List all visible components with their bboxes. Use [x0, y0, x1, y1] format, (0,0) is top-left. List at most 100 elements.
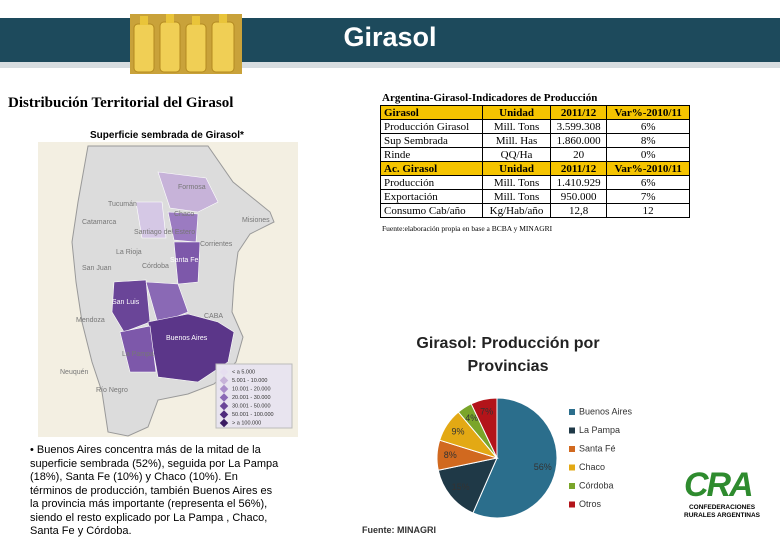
- slice-label: 15%: [452, 482, 470, 492]
- province-label: San Juan: [82, 265, 112, 272]
- table-cell: 2011/12: [549, 161, 608, 176]
- table-cell: Exportación: [379, 189, 484, 204]
- table-cell: Unidad: [482, 161, 551, 176]
- table-cell: 1.860.000: [549, 133, 608, 148]
- slice-label: 4%: [465, 413, 478, 423]
- province-label: San Luis: [112, 299, 140, 306]
- table-cell: 12: [606, 203, 690, 218]
- table-cell: 1.410.929: [549, 175, 608, 190]
- map: Formosa Tucumán Chaco Catamarca Santiago…: [38, 142, 298, 437]
- legend-label: 10.001 - 20.000: [232, 386, 271, 392]
- pie-slice: [472, 397, 558, 519]
- table-cell: 2011/12: [549, 105, 608, 120]
- province-label: Córdoba: [142, 263, 169, 270]
- slice-label: 7%: [480, 407, 493, 417]
- table-cell: Producción: [379, 175, 484, 190]
- table-cell: 20: [549, 147, 608, 162]
- table-cell: Rinde: [379, 147, 484, 162]
- table-cell: Ac. Girasol: [379, 161, 484, 176]
- map-title: Superficie sembrada de Girasol*: [90, 130, 244, 141]
- province-label: Mendoza: [76, 317, 105, 324]
- legend-swatch: [219, 367, 229, 377]
- pie-slice: [439, 411, 499, 459]
- legend-swatch: [219, 401, 229, 411]
- table-cell: Sup Sembrada: [379, 133, 484, 148]
- province-label: Formosa: [178, 184, 206, 191]
- pie-source: Fuente: MINAGRI: [362, 525, 436, 535]
- pie-title: Girasol: Producción por Provincias: [416, 335, 600, 375]
- page-title: Girasol: [343, 22, 437, 52]
- legend-swatch: [569, 446, 575, 452]
- table-header-row: Girasol Unidad 2011/12 Var%-2010/11: [379, 105, 690, 120]
- province-label: Santa Fe: [170, 257, 199, 264]
- pie-slice: [436, 439, 499, 471]
- legend-label: Córdoba: [579, 480, 614, 490]
- legend-swatch: [569, 427, 575, 434]
- province-label: Chaco: [174, 211, 194, 218]
- table-cell: Girasol: [379, 105, 484, 120]
- logo-text: CONFEDERACIONES RURALES ARGENTINAS: [684, 504, 760, 519]
- logo-mark: CRA: [684, 466, 754, 504]
- table-cell: Mill. Tons: [482, 119, 551, 134]
- pie-slice: [470, 397, 498, 459]
- legend-swatch: [569, 483, 575, 489]
- header-shadow: [0, 62, 780, 68]
- slice-label: 9%: [452, 426, 465, 436]
- province-label: Neuquén: [60, 369, 89, 376]
- description: • Buenos Aires concentra más de la mitad…: [30, 444, 279, 537]
- table-cell: Unidad: [482, 105, 551, 120]
- table-cell: Producción Girasol: [379, 119, 484, 134]
- table-row: Exportación Mill. Tons 950.000 7%: [379, 189, 690, 204]
- table-cell: 6%: [606, 119, 690, 134]
- legend-label: > a 100.000: [232, 420, 261, 426]
- table-cell: Var%-2010/11: [606, 161, 690, 176]
- legend-label: La Pampa: [579, 425, 620, 435]
- legend-swatch: [569, 501, 575, 508]
- legend-swatch: [219, 418, 229, 428]
- legend-label: 30.001 - 50.000: [232, 403, 271, 409]
- pie-slice: [457, 403, 498, 459]
- legend-swatch: [219, 376, 229, 385]
- table-cell: QQ/Ha: [482, 147, 551, 162]
- legend-label: < a 5.000: [232, 369, 255, 375]
- table-cell: 3.599.308: [549, 119, 608, 134]
- table-row: Consumo Cab/año Kg/Hab/año 12,8 12: [379, 203, 690, 218]
- table-cell: 6%: [606, 175, 690, 190]
- legend-swatch: [219, 393, 229, 402]
- legend-label: 20.001 - 30.000: [232, 395, 271, 401]
- table-row: Sup Sembrada Mill. Has 1.860.000 8%: [379, 133, 690, 148]
- table-cell: 0%: [606, 147, 690, 162]
- province-label: Corrientes: [200, 241, 233, 248]
- table-cell: Var%-2010/11: [606, 105, 690, 120]
- legend-swatch: [219, 410, 229, 419]
- table-cell: 950.000: [549, 189, 608, 204]
- table-cell: Mill. Tons: [482, 189, 551, 204]
- province-label: Tucumán: [108, 201, 137, 208]
- legend-label: Chaco: [579, 462, 605, 472]
- province-label: La Rioja: [116, 249, 142, 256]
- province-label: Río Negro: [96, 387, 128, 394]
- table-cell: 8%: [606, 133, 690, 148]
- legend-label: 50.001 - 100.000: [232, 412, 274, 418]
- map-labels: Formosa Tucumán Chaco Catamarca Santiago…: [60, 184, 270, 394]
- table-header-row: Ac. Girasol Unidad 2011/12 Var%-2010/11: [379, 161, 690, 176]
- province-label: Misiones: [242, 217, 270, 224]
- table-source: Fuente:elaboración propia en base a BCBA…: [382, 224, 553, 233]
- table-cell: 12,8: [549, 203, 608, 218]
- slice-label: 8%: [444, 450, 457, 460]
- province-label: La Pampa: [122, 351, 154, 358]
- table-cell: Mill. Tons: [482, 175, 551, 190]
- oil-bottles-image: [130, 14, 242, 74]
- table-cell: 7%: [606, 189, 690, 204]
- legend-label: Santa Fé: [579, 443, 616, 453]
- table-cell: Mill. Has: [482, 133, 551, 148]
- province-label: Buenos Aires: [166, 335, 208, 342]
- province-label: Santiago del Estero: [134, 229, 195, 236]
- legend-label: Otros: [579, 499, 602, 509]
- table-row: Producción Mill. Tons 1.410.929 6%: [379, 175, 690, 190]
- legend-swatch: [569, 409, 575, 415]
- indicators-table: Girasol Unidad 2011/12 Var%-2010/11 Producci…: [379, 105, 690, 218]
- province-label: Catamarca: [82, 219, 116, 226]
- map-heading: Distribución Territorial del Girasol: [8, 95, 234, 111]
